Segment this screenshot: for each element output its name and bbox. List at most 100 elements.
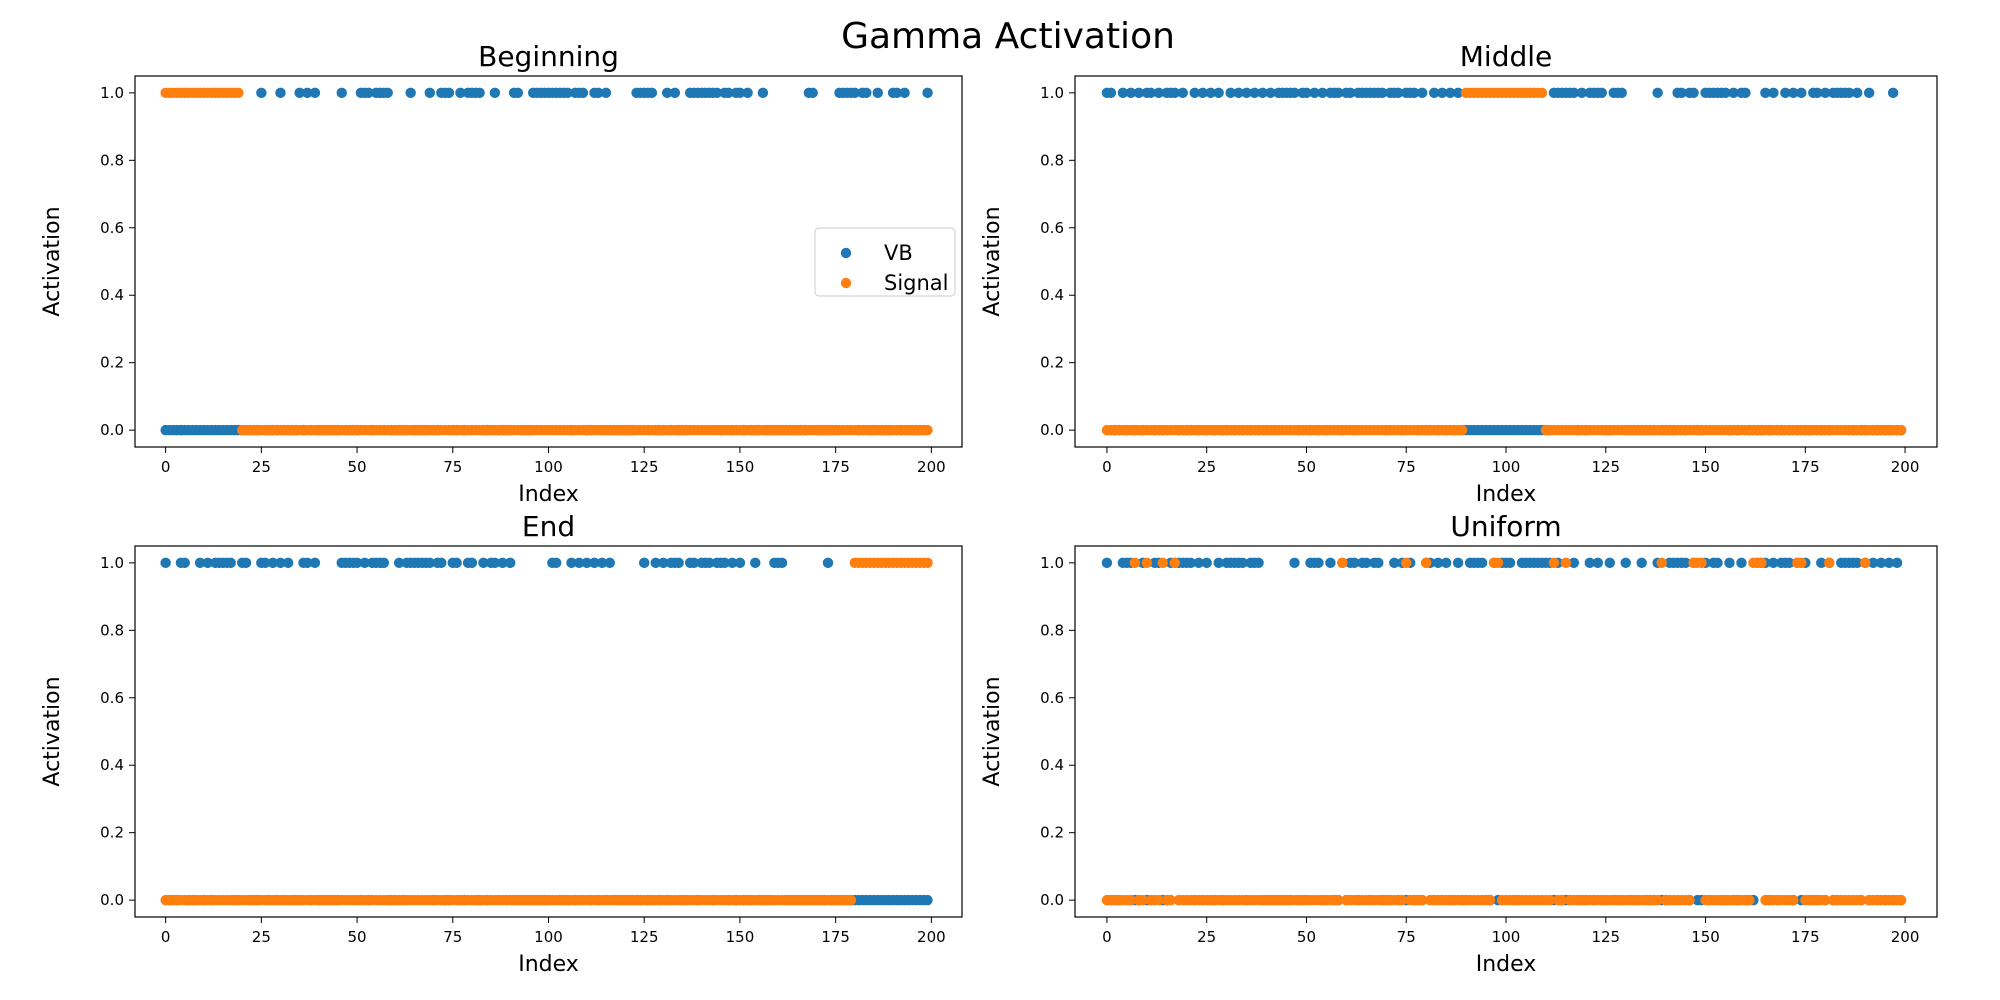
vb-point (1875, 557, 1887, 569)
x-tick-label: 50 (348, 928, 367, 946)
y-tick-label: 0.2 (1040, 354, 1064, 372)
signal-point (1397, 894, 1408, 906)
vb-point (1177, 87, 1188, 99)
vb-point (309, 87, 321, 99)
signal-point (845, 894, 857, 906)
vb-point (1440, 557, 1452, 569)
vb-point (1185, 557, 1196, 569)
x-tick-label: 200 (1891, 928, 1920, 946)
vb-point (573, 557, 585, 569)
x-axis-label: Index (1476, 482, 1537, 507)
vb-point (1883, 557, 1895, 569)
subplot-beginning: Beginning 0 25 50 75 100 125 150 175 200 0.0 0.2 0.4… (40, 40, 963, 507)
signal-point (233, 87, 244, 99)
x-axis-label: Index (518, 952, 579, 977)
panel-title: Beginning (478, 40, 619, 73)
vb-point (160, 557, 171, 569)
signal-point (1129, 557, 1141, 569)
y-tick-label: 0.8 (100, 621, 124, 639)
signal-point (1684, 894, 1695, 906)
vb-point (294, 87, 305, 99)
y-tick-label: 0.2 (100, 354, 124, 372)
vb-point (1851, 87, 1863, 99)
vb-point (1724, 557, 1735, 569)
vb-point (1233, 87, 1244, 99)
vb-point (1205, 87, 1216, 99)
vb-point (658, 557, 669, 569)
vb-point (1784, 557, 1795, 569)
legend-box (814, 227, 956, 297)
vb-point (382, 87, 393, 99)
x-tick-label: 150 (1691, 458, 1720, 476)
vb-point (1225, 87, 1236, 99)
y-tick-label: 0.6 (1040, 219, 1064, 237)
vb-point (505, 557, 516, 569)
vb-point (1101, 557, 1113, 569)
vb-point (600, 87, 612, 99)
vb-point (1416, 87, 1428, 99)
panel-title: Uniform (1450, 510, 1561, 543)
y-tick-label: 0.6 (1040, 689, 1064, 707)
vb-point (1333, 87, 1344, 99)
vb-point (1568, 557, 1580, 569)
x-tick-label: 25 (1197, 928, 1216, 946)
x-axis-label: Index (518, 482, 579, 507)
vb-point (1887, 87, 1899, 99)
vb-point (443, 87, 455, 99)
vb-point (646, 87, 658, 99)
x-tick-label: 200 (917, 928, 946, 946)
vb-point (577, 87, 589, 99)
vb-point (1301, 87, 1312, 99)
vb-point (1476, 557, 1488, 569)
vb-point (489, 557, 501, 569)
axes-frame (1074, 75, 1938, 448)
vb-point (309, 557, 321, 569)
vb-point (596, 557, 608, 569)
y-axis-label: Activation (980, 676, 1005, 786)
vb-point (359, 557, 370, 569)
y-axis-label: Activation (980, 206, 1005, 316)
y-tick-label: 1.0 (100, 554, 124, 572)
legend-label-signal: Signal (884, 271, 949, 295)
x-tick-label: 50 (1297, 928, 1316, 946)
legend-label-vb: VB (884, 241, 913, 265)
vb-point (1409, 87, 1420, 99)
y-tick-label: 0.6 (100, 689, 124, 707)
signal-point (1855, 894, 1867, 906)
x-tick-label: 75 (443, 458, 462, 476)
vb-point (275, 557, 286, 569)
y-tick-label: 1.0 (1040, 84, 1064, 102)
vb-point (1891, 557, 1903, 569)
vb-point (1125, 87, 1137, 99)
signal-point (1165, 894, 1176, 906)
vb-point (1257, 87, 1268, 99)
vb-point (275, 87, 286, 99)
vb-point (861, 87, 872, 99)
vb-point (1851, 557, 1863, 569)
signal-point (922, 557, 933, 569)
signal-point (1153, 894, 1165, 906)
y-tick-label: 0.4 (1040, 756, 1064, 774)
vb-point (604, 557, 615, 569)
vb-point (1780, 87, 1791, 99)
signal-point (1824, 557, 1835, 569)
vb-point (1145, 87, 1157, 99)
vb-point (1241, 87, 1252, 99)
vb-point (1812, 87, 1823, 99)
signal-point (1157, 557, 1168, 569)
vb-point (512, 87, 524, 99)
y-tick-label: 1.0 (100, 84, 124, 102)
vb-point (1309, 87, 1320, 99)
vb-point (1604, 557, 1615, 569)
vb-point (436, 557, 447, 569)
x-tick-label: 0 (161, 458, 171, 476)
vb-point (1688, 87, 1699, 99)
signal-point (1895, 424, 1907, 436)
vb-point (562, 87, 573, 99)
x-tick-label: 0 (161, 928, 171, 946)
data-points (1101, 87, 1907, 436)
vb-point (891, 87, 903, 99)
signal-point (922, 424, 933, 436)
vb-point (1197, 87, 1208, 99)
legend-marker-signal (840, 277, 852, 289)
